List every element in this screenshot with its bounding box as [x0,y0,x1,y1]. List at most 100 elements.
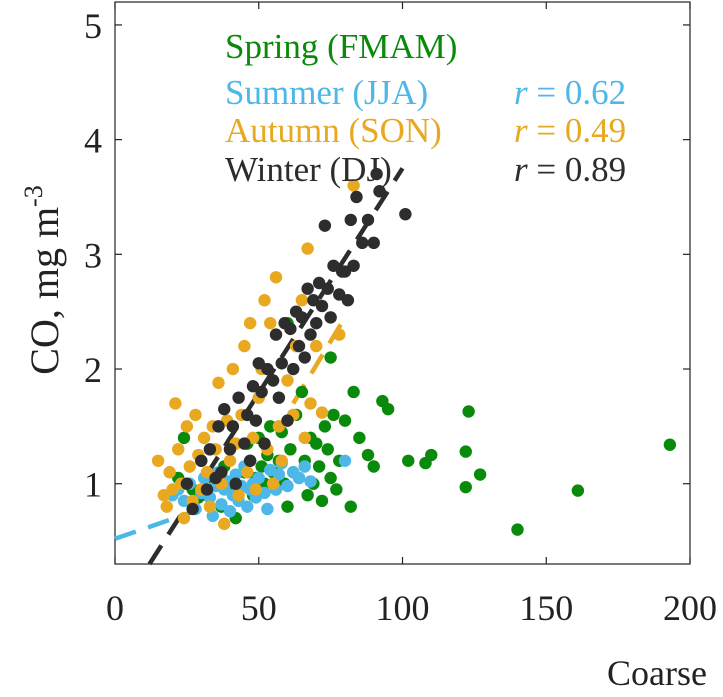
legend-entry-spring-fmam: Spring (FMAM) [225,27,457,66]
data-point [197,431,211,445]
y-tick-label: 5 [84,6,102,46]
series-winter-dj [180,167,412,516]
data-point [315,299,329,313]
data-point [295,294,309,307]
data-point [180,420,194,433]
data-point [310,339,323,353]
data-point [298,351,311,364]
data-point [229,477,242,490]
data-point [462,405,475,418]
data-point [243,316,257,330]
data-point [215,498,228,511]
data-points [151,167,677,536]
data-point [344,213,357,227]
data-point [333,328,346,341]
data-point [215,466,228,479]
data-point [318,219,332,232]
data-point [301,282,314,295]
correlation-label-summer-jja: r = 0.62 [514,73,626,112]
x-axis: 0 50 100 150 200 [106,2,717,628]
data-point [367,460,380,473]
correlation-label-winter-dj: r = 0.89 [514,150,626,189]
data-point [373,185,386,198]
y-axis-label-superscript: -3 [19,185,48,207]
data-point [186,502,199,516]
data-point [281,374,294,387]
data-point [151,454,165,467]
data-point [269,271,283,284]
data-point [315,494,329,508]
data-point [226,420,240,433]
correlation-label-autumn-son: r = 0.49 [514,111,626,150]
data-point [232,488,245,502]
data-point [264,420,277,433]
data-point [381,402,395,416]
data-point [295,385,309,399]
data-point [272,391,286,404]
data-point [238,339,251,353]
y-tick-label: 4 [84,121,102,161]
data-point [425,448,438,462]
data-point [169,397,182,410]
data-point [203,500,217,513]
data-point [304,397,317,410]
data-point [249,483,263,496]
data-point [399,207,412,221]
data-point [292,339,306,353]
y-tick-label: 1 [84,465,102,505]
data-point [402,454,415,467]
data-point [459,480,472,494]
data-point [177,494,191,508]
data-point [264,316,277,330]
data-point [255,385,268,399]
data-point [163,466,176,479]
x-tick-label: 200 [663,588,717,628]
legend: Spring (FMAM) Summer (JJA) r = 0.62 Autumn … [225,27,626,189]
data-point [212,376,225,389]
data-point [275,454,288,467]
legend-entry-winter-dj: Winter (DJ) [225,150,392,189]
data-point [229,468,242,481]
data-point [218,402,231,416]
data-point [241,466,254,479]
data-point [310,437,323,450]
x-tick-label: 150 [519,588,573,628]
data-point [200,483,214,496]
data-point [195,454,208,467]
data-point [261,362,274,376]
data-point [258,437,271,450]
data-point [361,213,375,227]
data-point [269,328,283,341]
x-tick-label: 100 [376,588,430,628]
data-point [324,351,337,364]
data-point [511,523,524,536]
data-point [183,460,196,473]
data-point [473,468,487,481]
data-point [367,236,380,250]
data-point [304,475,317,488]
data-point [298,431,311,445]
data-point [189,408,202,422]
data-point [287,362,300,376]
legend-entry-summer-jja: Summer (JJA) [225,73,428,112]
data-point [249,414,263,427]
data-point [258,294,271,307]
data-point [312,460,326,473]
data-point [356,236,369,250]
data-point [295,311,309,324]
data-point [212,420,225,433]
data-point [315,406,329,419]
data-point [232,391,245,404]
x-tick-label: 50 [241,588,277,628]
data-point [160,500,173,513]
legend-entry-autumn-son: Autumn (SON) [225,111,442,150]
data-point [266,374,280,387]
data-point [347,259,360,272]
data-point [252,471,265,485]
data-point [281,500,294,513]
data-point [324,471,337,485]
data-point [344,500,357,513]
data-point [321,282,334,295]
data-point [321,443,334,456]
y-tick-label: 2 [84,350,102,390]
